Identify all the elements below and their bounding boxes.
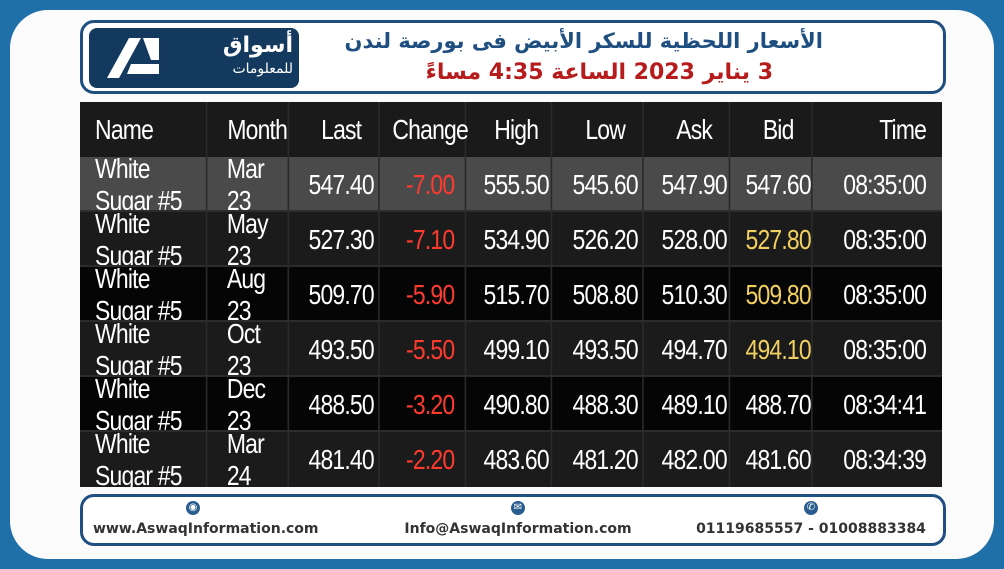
cell-ask: 510.30 xyxy=(660,267,731,322)
cell-month: Mar 24 xyxy=(227,428,290,491)
logo-text-sub: للمعلومات xyxy=(232,61,293,77)
logo-text: أسواق للمعلومات xyxy=(175,32,293,78)
col-header-low: Low xyxy=(568,102,644,157)
row-divider xyxy=(80,265,942,267)
col-header-high: High xyxy=(482,102,553,157)
row-divider xyxy=(80,375,942,377)
phone-numbers[interactable]: 01119685557 - 01008883384 xyxy=(696,521,926,537)
cell-ask: 489.10 xyxy=(660,377,731,432)
header-box: أسواق للمعلومات الأسعار اللحظية للسكر ال… xyxy=(80,20,946,94)
cell-high: 534.90 xyxy=(482,212,553,267)
cell-name: White Sugar #5 xyxy=(93,153,208,216)
cell-time: 08:35:00 xyxy=(843,223,927,255)
cell-ask: 494.70 xyxy=(660,322,731,377)
footer-website[interactable]: ◉ www.AswaqInformation.com xyxy=(93,501,319,537)
footer-phone[interactable]: ✆ 01119685557 - 01008883384 xyxy=(683,501,939,537)
cell-last: 488.50 xyxy=(304,377,380,432)
cell-month: Mar 23 xyxy=(227,153,290,216)
cell-bid: 488.70 xyxy=(745,377,813,432)
phone-icon: ✆ xyxy=(804,501,818,515)
table-row: White Sugar #5 Mar 24 481.40 -2.20 483.6… xyxy=(80,428,942,491)
contact-footer: ◉ www.AswaqInformation.com ✉ Info@AswaqI… xyxy=(80,494,946,546)
cell-low: 545.60 xyxy=(568,157,644,212)
cell-low: 488.30 xyxy=(568,377,644,432)
cell-bid: 527.80 xyxy=(745,212,813,267)
cell-change: -5.50 xyxy=(396,322,467,377)
cell-name: White Sugar #5 xyxy=(93,263,208,326)
col-header-last: Last xyxy=(304,102,380,157)
cell-high: 515.70 xyxy=(482,267,553,322)
cell-time: 08:34:41 xyxy=(843,388,927,420)
cell-bid: 547.60 xyxy=(745,157,813,212)
cell-month: Oct 23 xyxy=(227,318,290,381)
cell-low: 526.20 xyxy=(568,212,644,267)
page-title: الأسعار اللحظية للسكر الأبيض فى بورصة لن… xyxy=(344,29,823,53)
table-row: White Sugar #5 Mar 23 547.40 -7.00 555.5… xyxy=(80,153,942,216)
cell-low: 493.50 xyxy=(568,322,644,377)
cell-low: 481.20 xyxy=(568,432,644,487)
cell-ask: 482.00 xyxy=(660,432,731,487)
cell-name: White Sugar #5 xyxy=(93,428,208,491)
table-header-row: Name Month Last Change High Low Ask Bid … xyxy=(80,102,942,157)
col-header-change: Change xyxy=(392,102,469,157)
cell-high: 555.50 xyxy=(482,157,553,212)
cell-change: -2.20 xyxy=(396,432,467,487)
cell-last: 481.40 xyxy=(304,432,380,487)
row-divider xyxy=(80,320,942,322)
cell-month: Dec 23 xyxy=(227,373,290,436)
cell-low: 508.80 xyxy=(568,267,644,322)
email-link[interactable]: Info@AswaqInformation.com xyxy=(404,521,632,537)
row-divider xyxy=(80,210,942,212)
col-header-ask: Ask xyxy=(660,102,731,157)
cell-change: -7.00 xyxy=(396,157,467,212)
table-row: White Sugar #5 May 23 527.30 -7.10 534.9… xyxy=(80,208,942,271)
cell-time: 08:35:00 xyxy=(843,333,927,365)
cell-change: -7.10 xyxy=(396,212,467,267)
logo-text-main: أسواق xyxy=(222,33,293,58)
cell-time: 08:35:00 xyxy=(843,168,927,200)
cell-name: White Sugar #5 xyxy=(93,318,208,381)
cell-ask: 547.90 xyxy=(660,157,731,212)
cell-high: 499.10 xyxy=(482,322,553,377)
cell-last: 547.40 xyxy=(304,157,380,212)
table-row: White Sugar #5 Aug 23 509.70 -5.90 515.7… xyxy=(80,263,942,326)
website-link[interactable]: www.AswaqInformation.com xyxy=(93,521,319,537)
col-header-bid: Bid xyxy=(745,102,813,157)
cell-bid: 494.10 xyxy=(745,322,813,377)
cell-high: 483.60 xyxy=(482,432,553,487)
col-header-month: Month xyxy=(227,102,290,157)
cell-time: 08:35:00 xyxy=(843,278,927,310)
cell-ask: 528.00 xyxy=(660,212,731,267)
cell-bid: 509.80 xyxy=(745,267,813,322)
cell-bid: 481.60 xyxy=(745,432,813,487)
table-row: White Sugar #5 Oct 23 493.50 -5.50 499.1… xyxy=(80,318,942,381)
logo-a-icon xyxy=(107,38,159,78)
price-table: Name Month Last Change High Low Ask Bid … xyxy=(80,102,942,491)
cell-last: 493.50 xyxy=(304,322,380,377)
cell-month: Aug 23 xyxy=(227,263,290,326)
col-header-name: Name xyxy=(93,102,208,157)
cell-last: 509.70 xyxy=(304,267,380,322)
cell-time: 08:34:39 xyxy=(843,443,927,475)
col-header-time: Time xyxy=(879,113,927,145)
table-row: White Sugar #5 Dec 23 488.50 -3.20 490.8… xyxy=(80,373,942,436)
brand-logo: أسواق للمعلومات xyxy=(89,28,299,88)
cell-name: White Sugar #5 xyxy=(93,373,208,436)
footer-email[interactable]: ✉ Info@AswaqInformation.com xyxy=(383,501,653,537)
row-divider xyxy=(80,430,942,432)
cell-name: White Sugar #5 xyxy=(93,208,208,271)
cell-last: 527.30 xyxy=(304,212,380,267)
cell-month: May 23 xyxy=(227,208,290,271)
cell-change: -3.20 xyxy=(396,377,467,432)
cell-change: -5.90 xyxy=(396,267,467,322)
mail-icon: ✉ xyxy=(511,501,525,515)
page-subtitle-date: 3 يناير 2023 الساعة 4:35 مساءً xyxy=(425,60,773,85)
cell-high: 490.80 xyxy=(482,377,553,432)
globe-icon: ◉ xyxy=(186,501,200,515)
